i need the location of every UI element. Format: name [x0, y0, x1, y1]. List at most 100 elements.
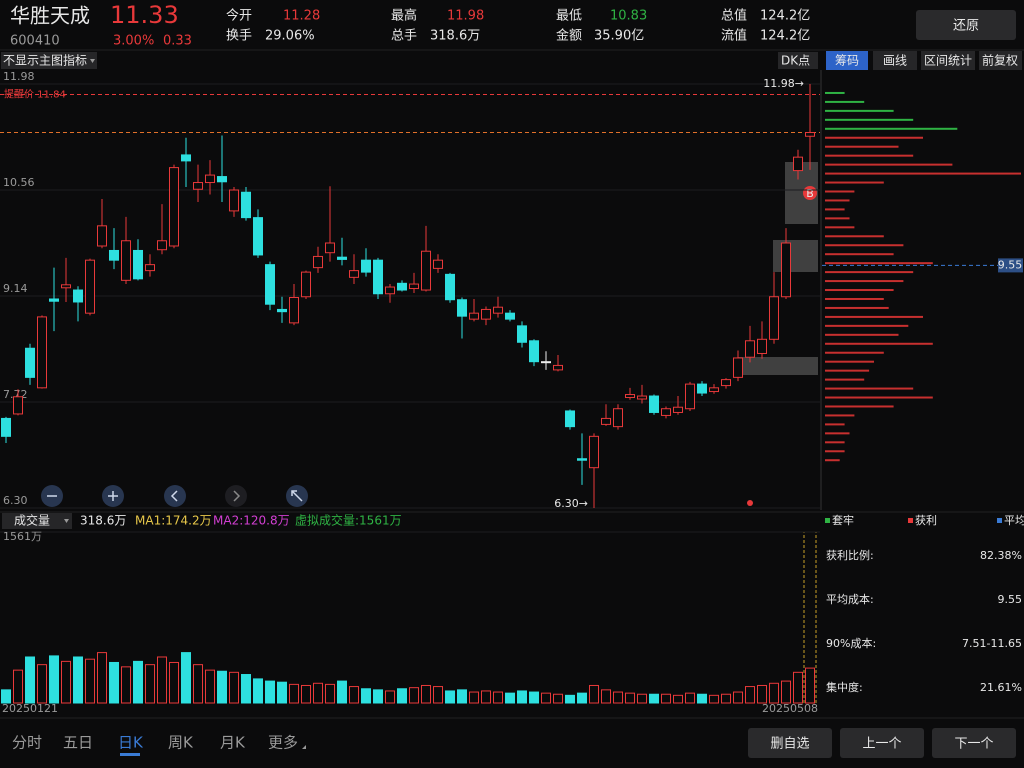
candle-body — [637, 395, 647, 400]
stat-label: 换手 — [226, 29, 252, 44]
volume-bar — [85, 658, 95, 704]
x-tick-label: 20250508 — [762, 702, 818, 715]
action-button[interactable] — [748, 728, 832, 758]
chip-bar — [825, 181, 884, 184]
tab-active[interactable] — [826, 51, 868, 70]
chip-bar — [825, 324, 909, 327]
period-tab[interactable]: 周K — [168, 734, 194, 752]
period-tab-active[interactable]: 日K — [118, 734, 144, 752]
candle-body — [649, 395, 659, 413]
action-button[interactable] — [932, 728, 1016, 758]
volume-bar — [505, 692, 515, 704]
chip-bar — [825, 262, 933, 265]
stat-label: 今开 — [226, 8, 252, 24]
volume-bar — [361, 688, 371, 704]
tool-tab[interactable]: 前复权 — [982, 53, 1018, 68]
candle-body — [109, 249, 119, 261]
candle-body — [49, 298, 59, 302]
candle-body — [61, 284, 71, 289]
action-label[interactable]: 上一个 — [862, 737, 901, 752]
candle-body — [481, 308, 491, 320]
volume-bar — [613, 691, 623, 704]
candle-body — [313, 255, 323, 269]
tab[interactable] — [921, 51, 975, 70]
candle-body — [757, 338, 767, 354]
volume-bar — [121, 666, 131, 704]
period-tab[interactable]: 月K — [220, 734, 246, 752]
dk-zone — [738, 357, 818, 375]
chip-bar — [825, 154, 914, 157]
y-tick-label: 9.14 — [3, 282, 28, 295]
chip-bar — [825, 244, 904, 247]
volume-bar — [793, 671, 803, 704]
chip-bar — [825, 217, 850, 220]
tab[interactable] — [979, 51, 1022, 70]
legend-label: 平均 — [1004, 514, 1024, 527]
volume-bar — [553, 693, 563, 704]
volume-bar — [25, 656, 35, 704]
reset-button[interactable] — [916, 10, 1016, 40]
tool-tab[interactable]: 筹码 — [835, 54, 859, 68]
period-tab[interactable]: 更多 — [268, 734, 298, 752]
stock-name: 华胜天成 — [10, 4, 90, 28]
legend-label: 套牢 — [832, 513, 854, 527]
y-tick-label: 1561万 — [3, 530, 42, 543]
chip-bar — [825, 253, 894, 256]
chip-bar — [825, 333, 899, 336]
candle-body — [73, 289, 83, 303]
volume-bar — [493, 691, 503, 704]
candle-body — [733, 357, 743, 378]
volume-label[interactable]: 成交量 — [14, 513, 50, 528]
candle-body — [445, 273, 455, 301]
candle-body — [685, 383, 695, 410]
tab[interactable] — [873, 51, 917, 70]
indicator-label[interactable]: 不显示主图指标 — [3, 53, 87, 68]
dk-button[interactable] — [778, 52, 818, 69]
chip-bar — [825, 235, 884, 238]
action-label[interactable]: 删自选 — [770, 737, 809, 752]
scroll-right[interactable] — [225, 485, 247, 507]
volume-bar — [805, 667, 815, 704]
volume-bar — [757, 684, 767, 704]
candle-body — [433, 259, 443, 269]
action-button[interactable] — [840, 728, 924, 758]
candle-body — [553, 364, 563, 371]
tool-tab[interactable]: 画线 — [883, 54, 907, 68]
scroll-left[interactable] — [164, 485, 186, 507]
action-label[interactable]: 下一个 — [954, 737, 993, 752]
stat-value: 29.06% — [265, 29, 315, 44]
ma2: MA2:120.8万 — [213, 514, 290, 528]
indicator-select[interactable] — [1, 52, 97, 69]
y-tick-label: 11.98 — [3, 70, 35, 83]
candle-body — [601, 417, 611, 425]
candle-body — [469, 312, 479, 320]
volume-bar — [589, 684, 599, 704]
reset-label[interactable]: 还原 — [953, 19, 979, 34]
chip-stat-label: 获利比例: — [826, 548, 874, 562]
candle-body — [805, 132, 815, 137]
change: 0.33 — [163, 34, 192, 49]
candle-body — [337, 256, 347, 260]
candle-body — [145, 264, 155, 272]
candle-body — [181, 154, 191, 162]
volume-bar — [541, 692, 551, 704]
volume-select[interactable] — [2, 513, 72, 529]
candle-body — [37, 316, 47, 389]
chip-bar — [825, 351, 884, 354]
dk-label[interactable]: DK点 — [781, 54, 810, 68]
volume-bar — [289, 683, 299, 704]
tool-tab[interactable]: 区间统计 — [924, 54, 972, 68]
chip-bar — [825, 190, 855, 193]
volume-bar — [337, 680, 347, 704]
candle-body — [697, 383, 707, 394]
period-tab[interactable]: 分时 — [12, 734, 42, 752]
volume-bar — [265, 680, 275, 704]
candle-body — [529, 340, 539, 363]
candle-body — [1, 417, 11, 437]
volume-bar — [721, 693, 731, 704]
volume-bar — [565, 694, 575, 704]
chip-bar — [825, 118, 914, 121]
candle-body — [673, 406, 683, 413]
candle-body — [505, 312, 515, 320]
period-tab[interactable]: 五日 — [63, 734, 93, 752]
